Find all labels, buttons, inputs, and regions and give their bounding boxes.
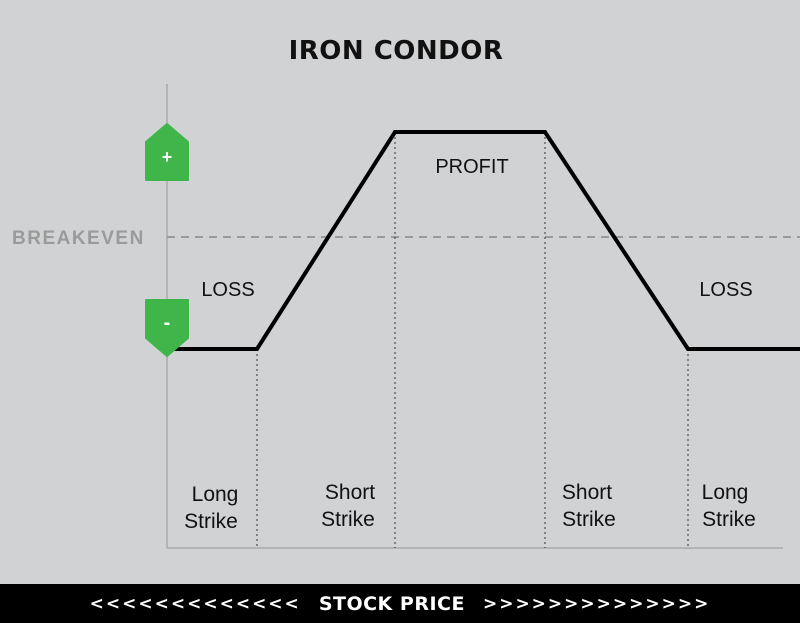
right-arrows: >>>>>>>>>>>>>>: [482, 593, 711, 614]
strike-label-line2: Strike: [184, 510, 238, 533]
plus-symbol: +: [162, 147, 173, 167]
loss-right-label: LOSS: [699, 279, 752, 301]
strike-label-line2: Strike: [702, 508, 756, 531]
diagram-title: IRON CONDOR: [289, 36, 504, 66]
strike-label-line1: Short: [562, 481, 612, 504]
short-strike-left-label: Short Strike: [321, 481, 375, 531]
strike-label-line2: Strike: [321, 508, 375, 531]
short-strike-right-label: Short Strike: [562, 481, 616, 531]
minus-symbol: -: [164, 312, 171, 334]
payoff-diagram: IRON CONDOR BREAKEVEN PROFIT LOSS LOSS +…: [12, 36, 800, 549]
loss-marker-icon: -: [145, 299, 189, 357]
stock-price-axis-footer: <<<<<<<<<<<<< STOCK PRICE >>>>>>>>>>>>>>: [0, 584, 800, 623]
profit-marker-icon: +: [145, 123, 189, 181]
strike-label-line1: Short: [325, 481, 375, 504]
payoff-line: [167, 130, 800, 351]
loss-left-label: LOSS: [201, 279, 254, 301]
long-strike-left-label: Long Strike: [184, 483, 238, 533]
strike-label-line1: Long: [192, 483, 239, 506]
strike-label-line1: Long: [702, 481, 749, 504]
stock-price-label: STOCK PRICE: [318, 592, 465, 615]
profit-label: PROFIT: [435, 156, 508, 178]
breakeven-label: BREAKEVEN: [12, 228, 145, 249]
strike-label-line2: Strike: [562, 508, 616, 531]
long-strike-right-label: Long Strike: [702, 481, 756, 531]
left-arrows: <<<<<<<<<<<<<: [89, 593, 301, 614]
